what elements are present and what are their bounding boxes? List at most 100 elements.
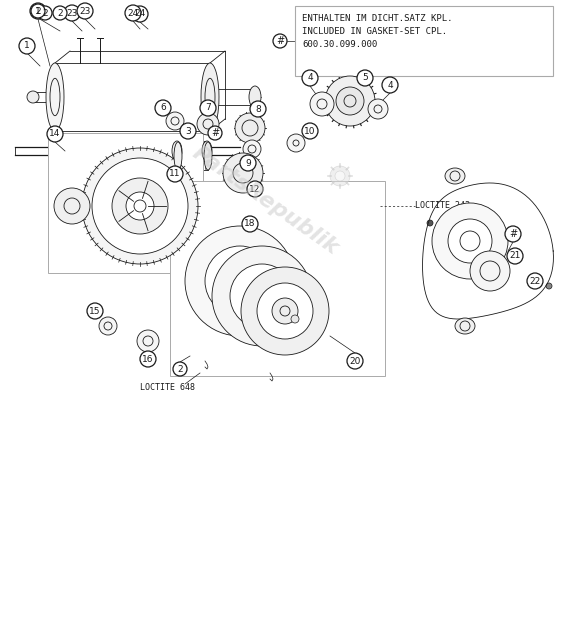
FancyBboxPatch shape — [295, 6, 553, 76]
Circle shape — [246, 280, 278, 312]
Text: 2: 2 — [35, 6, 41, 16]
Circle shape — [47, 126, 63, 142]
Circle shape — [87, 303, 103, 319]
Ellipse shape — [46, 63, 64, 131]
Circle shape — [382, 77, 398, 93]
Text: 15: 15 — [90, 307, 101, 315]
Circle shape — [330, 166, 350, 186]
Circle shape — [27, 91, 39, 103]
Circle shape — [166, 112, 184, 130]
Circle shape — [235, 113, 265, 143]
Circle shape — [155, 100, 171, 116]
Ellipse shape — [174, 142, 182, 170]
Circle shape — [180, 123, 196, 139]
Circle shape — [82, 148, 198, 264]
Circle shape — [448, 219, 492, 263]
Ellipse shape — [445, 168, 465, 184]
Text: ENTHALTEN IM DICHT.SATZ KPL.
INCLUDED IN GASKET-SET CPL.
600.30.099.000: ENTHALTEN IM DICHT.SATZ KPL. INCLUDED IN… — [302, 14, 453, 50]
Circle shape — [30, 3, 46, 19]
Text: 8: 8 — [255, 104, 261, 114]
Circle shape — [250, 101, 266, 117]
Circle shape — [31, 4, 45, 18]
Circle shape — [241, 267, 329, 355]
Text: #: # — [509, 229, 517, 239]
Circle shape — [125, 5, 141, 21]
Circle shape — [222, 263, 258, 299]
Text: 10: 10 — [304, 127, 316, 135]
Text: 20: 20 — [349, 356, 361, 366]
Text: 12: 12 — [249, 184, 261, 194]
Circle shape — [257, 283, 313, 339]
Text: 2: 2 — [57, 9, 63, 17]
Text: 2: 2 — [42, 9, 48, 17]
Circle shape — [302, 123, 318, 139]
Text: #: # — [276, 36, 284, 46]
Circle shape — [291, 315, 299, 323]
Text: 6: 6 — [160, 104, 166, 112]
Circle shape — [357, 70, 373, 86]
Circle shape — [112, 178, 168, 234]
Circle shape — [38, 6, 52, 20]
Circle shape — [173, 362, 187, 376]
Circle shape — [223, 153, 263, 193]
Text: 16: 16 — [142, 355, 154, 363]
Circle shape — [335, 171, 345, 181]
Text: PartsRepublik: PartsRepublik — [188, 143, 342, 259]
Circle shape — [325, 76, 375, 126]
Ellipse shape — [249, 86, 261, 108]
Circle shape — [505, 226, 521, 242]
Circle shape — [208, 126, 222, 140]
Text: 4: 4 — [387, 81, 393, 89]
Circle shape — [77, 3, 93, 19]
Circle shape — [54, 188, 90, 224]
Text: 18: 18 — [244, 219, 256, 229]
Text: 1: 1 — [35, 6, 41, 16]
Text: 3: 3 — [185, 127, 191, 135]
Circle shape — [205, 246, 275, 316]
Circle shape — [243, 140, 261, 158]
Circle shape — [272, 298, 298, 324]
Text: 1: 1 — [24, 42, 30, 50]
Text: 22: 22 — [529, 276, 540, 286]
Text: 14: 14 — [50, 130, 61, 138]
Text: 5: 5 — [362, 73, 368, 83]
Circle shape — [546, 283, 552, 289]
Circle shape — [197, 113, 219, 135]
Circle shape — [132, 6, 148, 22]
Circle shape — [188, 349, 198, 359]
Ellipse shape — [201, 63, 219, 131]
Circle shape — [347, 353, 363, 369]
Circle shape — [287, 134, 305, 152]
Circle shape — [53, 6, 67, 20]
Circle shape — [64, 5, 80, 21]
Circle shape — [336, 87, 364, 115]
Circle shape — [185, 226, 295, 336]
Circle shape — [126, 192, 154, 220]
Text: 4: 4 — [307, 73, 313, 83]
Circle shape — [527, 273, 543, 289]
Circle shape — [140, 351, 156, 367]
Ellipse shape — [172, 141, 182, 161]
Circle shape — [368, 99, 388, 119]
FancyBboxPatch shape — [48, 133, 203, 273]
Text: 11: 11 — [169, 170, 181, 178]
Circle shape — [19, 38, 35, 54]
Text: 7: 7 — [205, 104, 211, 112]
Ellipse shape — [202, 141, 212, 161]
Circle shape — [310, 92, 334, 116]
Circle shape — [507, 248, 523, 264]
Circle shape — [200, 100, 216, 116]
Circle shape — [92, 158, 188, 254]
Ellipse shape — [455, 318, 475, 334]
Text: 23: 23 — [66, 9, 78, 17]
Text: 2: 2 — [177, 365, 183, 373]
Text: 24: 24 — [127, 9, 138, 17]
Circle shape — [427, 220, 433, 226]
Circle shape — [432, 203, 508, 279]
Circle shape — [137, 330, 159, 352]
Circle shape — [240, 155, 256, 171]
Text: LOCTITE 648: LOCTITE 648 — [141, 384, 195, 392]
Circle shape — [230, 264, 294, 328]
Text: 9: 9 — [245, 158, 251, 168]
Circle shape — [302, 70, 318, 86]
